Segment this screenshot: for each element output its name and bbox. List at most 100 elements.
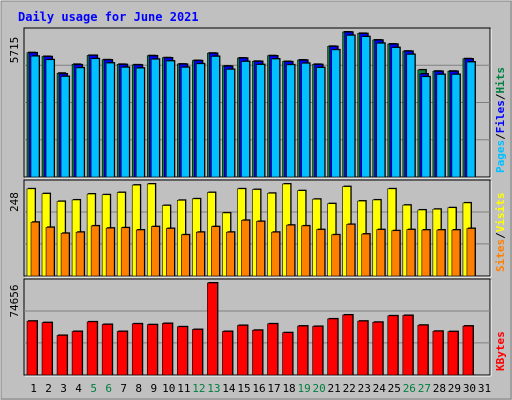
x-tick-label: 2 <box>45 382 52 395</box>
bar-kbytes-day-19 <box>297 325 308 376</box>
bar-kbytes-day-26 <box>402 315 414 376</box>
legend-kbytes: KBytes <box>494 331 507 371</box>
bar-sites-day-16 <box>256 221 265 277</box>
bar-pages-day-27 <box>421 76 431 178</box>
x-axis: 1 2 3 4 5 6 7 8 9 10 11 12 13 14 15 16 17 18 19 20 21 22 23 24 2… <box>30 382 491 395</box>
max-label-visits-sites: 248 <box>8 192 21 212</box>
bar-sites-day-6 <box>105 227 115 277</box>
legend-separator: / <box>494 232 507 239</box>
legend-kbytes: KBytes <box>494 331 507 371</box>
legend-separator: / <box>494 133 507 140</box>
bar-kbytes-day-13 <box>207 282 218 376</box>
x-tick-label: 7 <box>120 382 127 395</box>
x-tick-label: 13 <box>207 382 220 395</box>
bar-pages-day-17 <box>271 58 280 178</box>
bar-kbytes-day-10 <box>161 323 173 376</box>
chart-panels: 5715Pages/Files/Hits248Sites/Visits74656… <box>8 27 507 377</box>
x-tick-label: 18 <box>282 382 295 395</box>
x-tick-label: 31 <box>478 382 491 395</box>
bar-sites-day-27 <box>421 229 431 277</box>
bar-pages-day-19 <box>301 63 310 178</box>
bar-pages-day-18 <box>286 64 295 178</box>
bar-kbytes-day-28 <box>432 330 444 376</box>
bar-kbytes-day-7 <box>116 331 128 376</box>
bar-pages-day-26 <box>406 54 416 178</box>
bar-pages-day-10 <box>165 60 175 178</box>
x-tick-label: 5 <box>90 382 97 395</box>
bar-pages-day-6 <box>105 62 115 178</box>
x-tick-label: 12 <box>192 382 205 395</box>
bar-kbytes-day-6 <box>101 324 113 376</box>
bar-sites-day-23 <box>361 233 371 277</box>
bar-sites-day-5 <box>90 225 100 277</box>
bar-sites-day-19 <box>301 225 310 277</box>
bar-kbytes-day-4 <box>71 331 83 376</box>
bar-pages-day-3 <box>60 76 70 178</box>
bar-kbytes-day-9 <box>146 324 158 376</box>
bar-sites-day-2 <box>45 227 55 277</box>
x-tick-label: 28 <box>433 382 446 395</box>
x-tick-label: 25 <box>388 382 401 395</box>
legend-visits-sites: Sites/Visits <box>494 193 507 273</box>
bar-sites-day-9 <box>150 226 160 277</box>
bar-sites-day-10 <box>165 228 175 277</box>
bar-sites-day-8 <box>135 229 145 277</box>
x-tick-label: 19 <box>297 382 310 395</box>
bar-pages-day-24 <box>376 42 386 178</box>
bar-sites-day-30 <box>466 228 476 277</box>
bar-kbytes-day-27 <box>417 324 429 376</box>
x-tick-label: 22 <box>343 382 356 395</box>
bar-sites-day-24 <box>376 229 386 277</box>
panel-kbytes: 74656 KBytes <box>8 278 507 377</box>
bar-kbytes-day-23 <box>357 320 369 376</box>
bar-kbytes-day-5 <box>86 321 98 376</box>
bar-kbytes-day-24 <box>372 321 384 376</box>
max-label-kbytes: 74656 <box>8 284 21 317</box>
bar-sites-day-3 <box>60 233 70 277</box>
x-tick-label: 6 <box>105 382 112 395</box>
bar-sites-day-7 <box>120 227 130 277</box>
bar-pages-day-22 <box>346 35 355 178</box>
bar-sites-day-18 <box>286 224 295 277</box>
bar-pages-day-20 <box>316 67 325 178</box>
bar-pages-day-14 <box>226 69 235 178</box>
bar-pages-day-28 <box>436 74 446 178</box>
bar-pages-day-25 <box>391 47 401 178</box>
x-tick-label: 14 <box>222 382 236 395</box>
bar-kbytes-day-12 <box>192 329 203 376</box>
bar-sites-day-1 <box>30 221 40 277</box>
x-tick-label: 8 <box>135 382 142 395</box>
bar-sites-day-29 <box>451 229 461 277</box>
x-tick-label: 29 <box>448 382 461 395</box>
bar-kbytes-day-15 <box>237 325 248 376</box>
chart-title: Daily usage for June 2021 <box>18 10 199 24</box>
legend-visits: Visits <box>494 193 507 233</box>
x-tick-label: 26 <box>403 382 416 395</box>
bar-pages-day-2 <box>45 59 55 178</box>
legend-files: Files <box>494 100 507 133</box>
bar-sites-day-11 <box>181 234 190 277</box>
bar-pages-day-1 <box>30 55 40 178</box>
bar-pages-day-8 <box>135 67 145 178</box>
legend-hits-files-pages: Pages/Files/Hits <box>494 67 507 173</box>
bar-sites-day-12 <box>196 231 205 277</box>
bar-pages-day-12 <box>196 63 205 178</box>
bar-sites-day-26 <box>406 229 416 277</box>
x-tick-label: 17 <box>267 382 280 395</box>
bar-pages-day-7 <box>120 67 130 178</box>
bar-sites-day-20 <box>316 229 325 277</box>
bar-pages-day-21 <box>331 49 340 178</box>
x-tick-label: 1 <box>30 382 37 395</box>
legend-hits: Hits <box>494 67 507 94</box>
x-tick-label: 15 <box>237 382 250 395</box>
x-tick-label: 9 <box>150 382 157 395</box>
x-tick-label: 23 <box>358 382 371 395</box>
bar-kbytes-day-20 <box>312 326 323 376</box>
bar-kbytes-day-21 <box>327 318 338 376</box>
bar-pages-day-4 <box>75 67 85 178</box>
x-tick-label: 16 <box>252 382 265 395</box>
